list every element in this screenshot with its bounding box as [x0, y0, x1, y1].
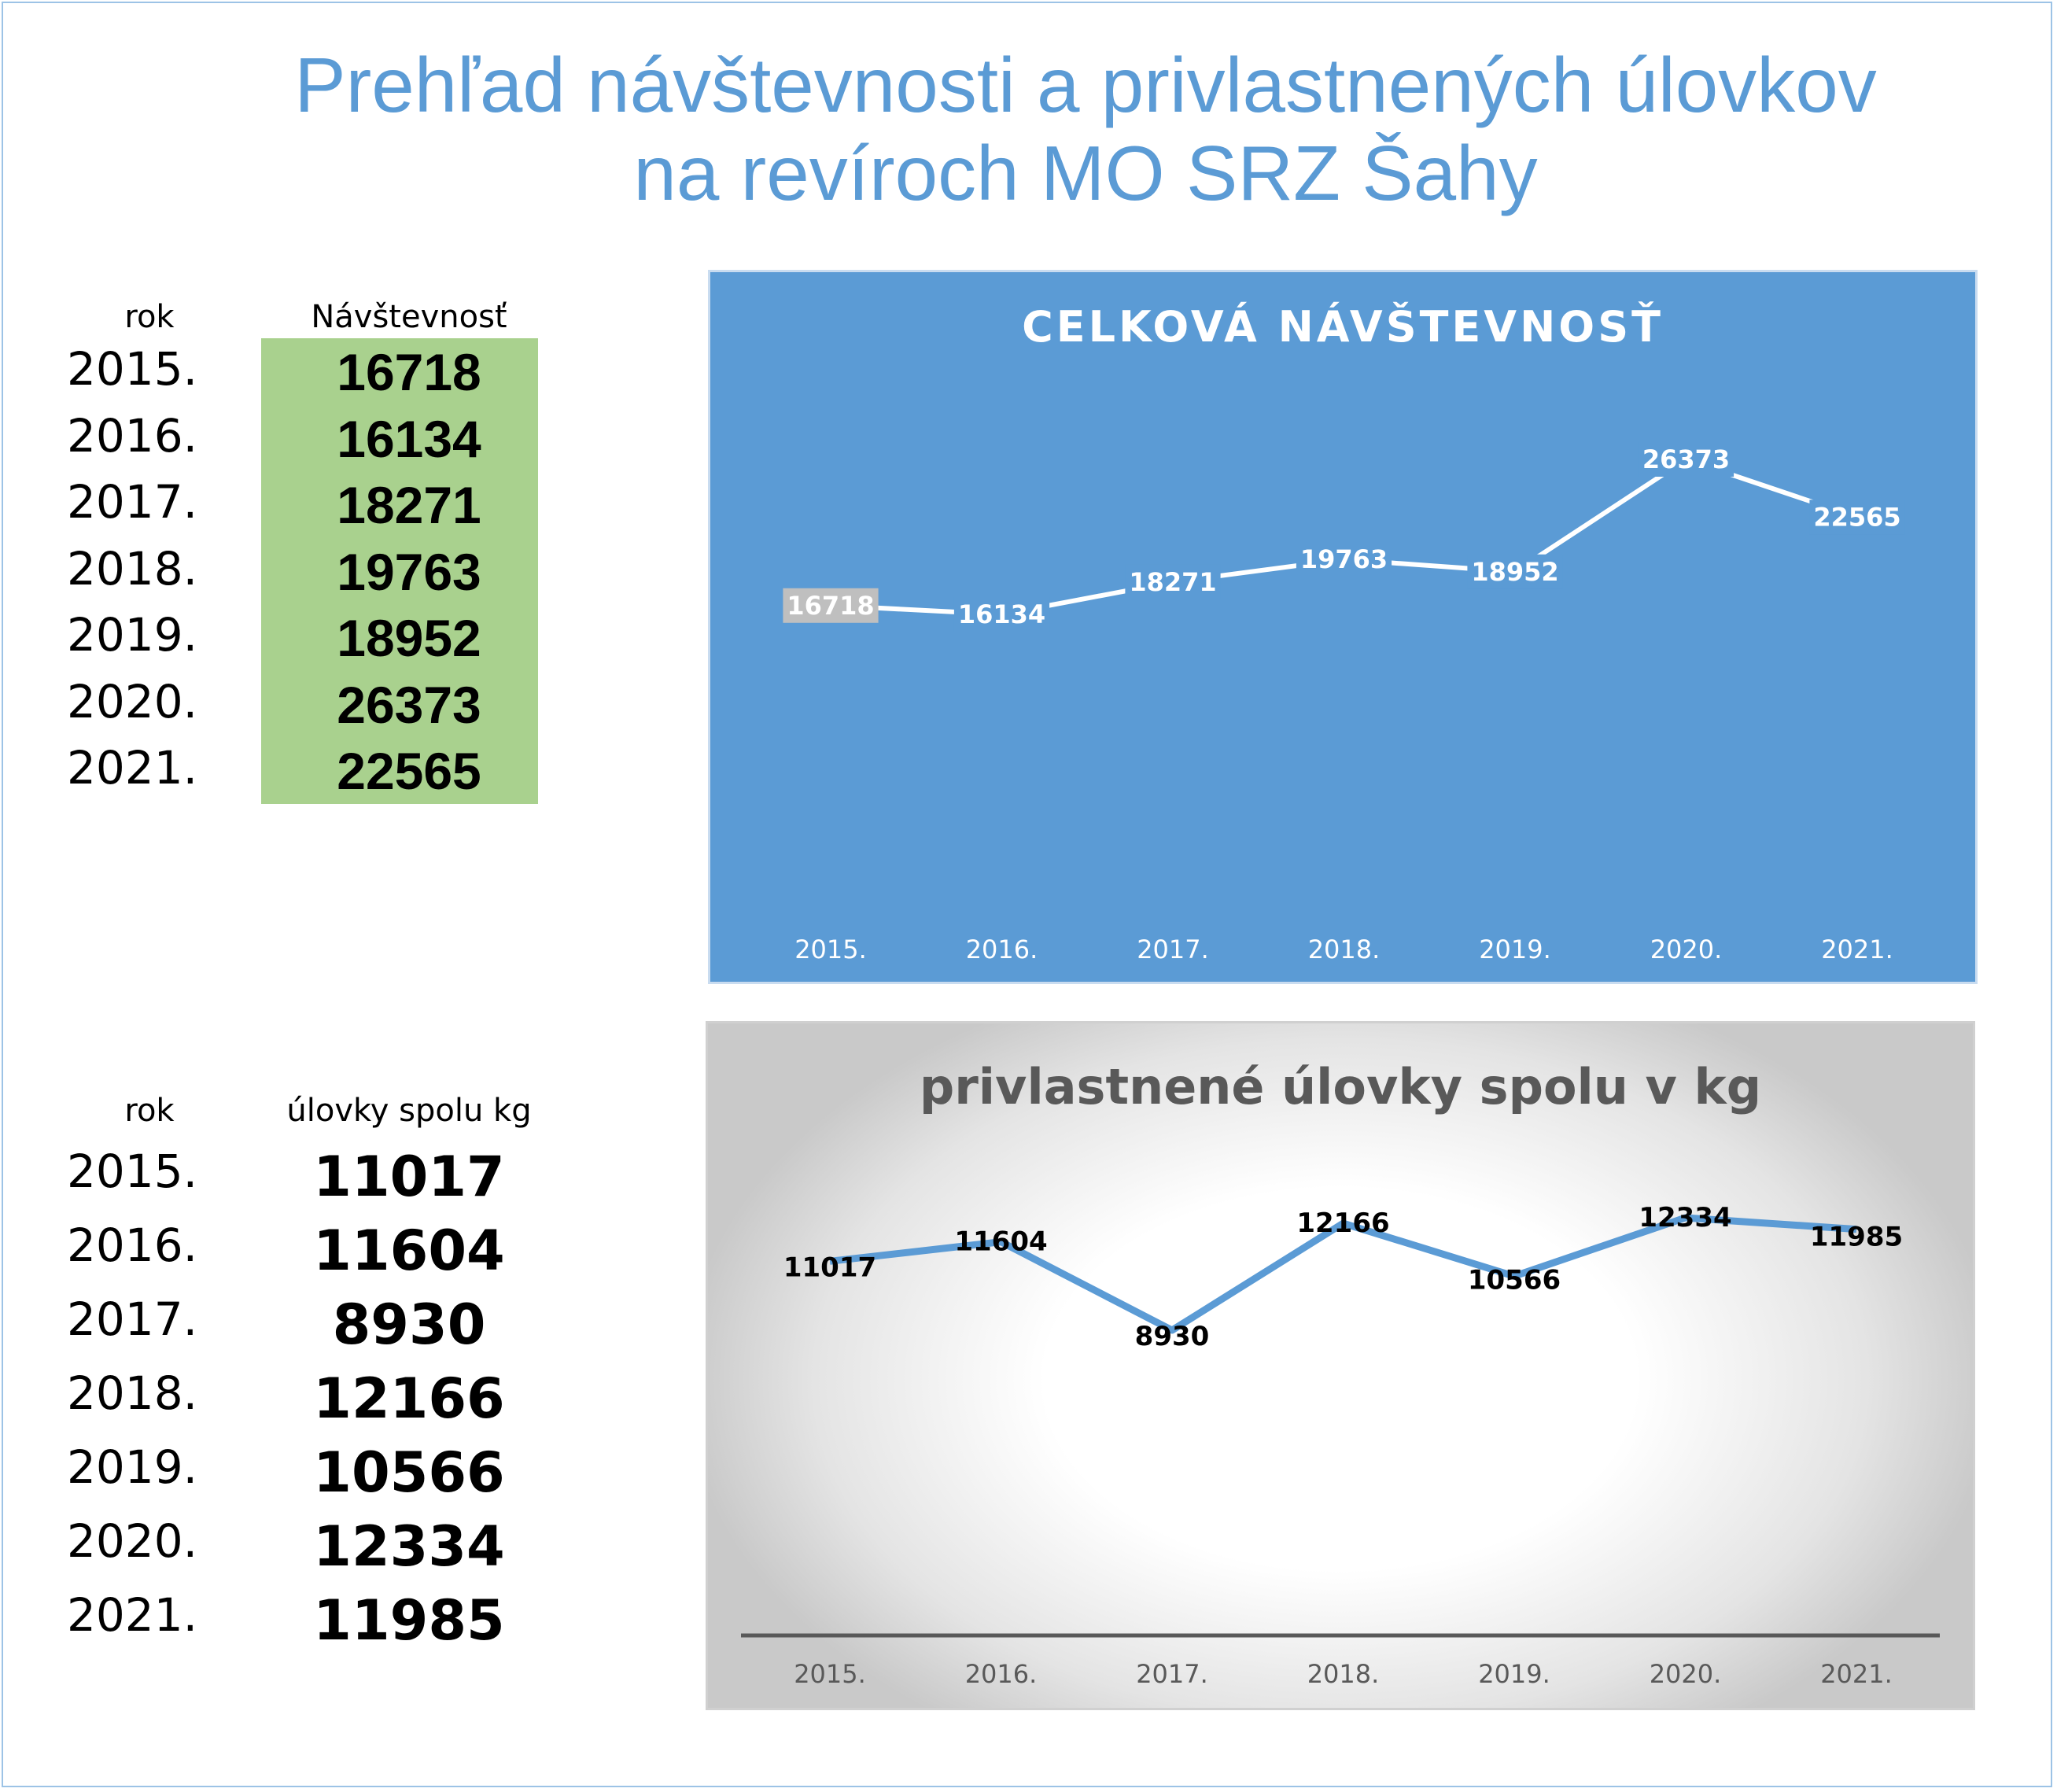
- table-value: 18952: [337, 609, 481, 667]
- visits-chart-plot: 16718 16134 18271 19763 18952 26373 22565 2015.…: [783, 442, 1905, 964]
- data-label: 11985: [1810, 1222, 1903, 1253]
- data-label: 12166: [1296, 1208, 1389, 1239]
- table-year: 2020.: [67, 675, 198, 728]
- x-tick-label: 2020.: [1650, 1659, 1722, 1689]
- table-value: 12334: [313, 1514, 505, 1579]
- table-value: 16718: [337, 343, 481, 401]
- table-year: 2017.: [67, 475, 198, 529]
- x-tick-label: 2018.: [1307, 1659, 1380, 1689]
- table-year: 2018.: [67, 1366, 198, 1420]
- table-value: 11604: [313, 1219, 505, 1283]
- table-year: 2019.: [67, 608, 198, 662]
- catch-table-value-header: úlovky spolu kg: [286, 1093, 532, 1129]
- table-value: 16134: [337, 410, 481, 468]
- table-year: 2018.: [67, 542, 198, 595]
- visits-table-value-header: Návštevnosť: [311, 299, 507, 335]
- table-year: 2015.: [67, 1145, 198, 1198]
- table-year: 2020.: [67, 1514, 198, 1568]
- table-value: 10566: [313, 1440, 505, 1505]
- x-tick-label: 2018.: [1308, 935, 1381, 964]
- table-value: 11985: [313, 1588, 505, 1653]
- data-label: 11017: [783, 1252, 876, 1283]
- x-tick-label: 2017.: [1136, 1659, 1208, 1689]
- data-label: 12334: [1639, 1202, 1731, 1233]
- series-line: [829, 1214, 1857, 1334]
- table-value: 12166: [313, 1366, 505, 1431]
- visits-highlight-box: [261, 338, 538, 804]
- x-tick-label: 2015.: [794, 935, 867, 964]
- x-tick-label: 2017.: [1137, 935, 1209, 964]
- table-value: 18271: [337, 476, 481, 534]
- page-title-line2: na revíroch MO SRZ Šahy: [633, 130, 1538, 216]
- catch-chart-title: privlastnené úlovky spolu v kg: [919, 1058, 1762, 1115]
- catch-chart-plot: 11017 11604 8930 12166 10566 12334 11985 2015. 2…: [741, 1202, 1940, 1689]
- data-label: 18271: [1129, 567, 1216, 597]
- table-value: 8930: [332, 1292, 486, 1357]
- table-value: 19763: [337, 543, 481, 601]
- table-year: 2016.: [67, 409, 198, 463]
- table-year: 2015.: [67, 342, 198, 396]
- data-label-bg: [783, 588, 879, 623]
- table-value: 26373: [337, 676, 481, 734]
- data-label-bg: [1638, 442, 1734, 477]
- data-label-bg: [1809, 500, 1905, 535]
- page-title: Prehľad návštevnosti a privlastnených úl…: [157, 41, 2014, 217]
- visits-table-year-header: rok: [124, 299, 175, 335]
- data-label-bg: [1125, 564, 1221, 599]
- x-tick-label: 2015.: [794, 1659, 866, 1689]
- visits-chart: CELKOVÁ NÁVŠTEVNOSŤ 16718 16134 18271 19763…: [708, 270, 1978, 984]
- data-label-bg: [953, 597, 1050, 632]
- series-line: [830, 457, 1858, 617]
- table-year: 2016.: [67, 1219, 198, 1272]
- x-tick-label: 2021.: [1821, 935, 1893, 964]
- table-year: 2021.: [67, 741, 198, 795]
- x-tick-label: 2020.: [1650, 935, 1723, 964]
- catch-table-year-header: rok: [124, 1093, 175, 1129]
- data-label: 10566: [1468, 1264, 1561, 1296]
- x-tick-label: 2016.: [966, 935, 1038, 964]
- table-year: 2021.: [67, 1588, 198, 1642]
- page-title-line1: Prehľad návštevnosti a privlastnených úl…: [294, 42, 1877, 128]
- table-year: 2019.: [67, 1440, 198, 1494]
- data-label: 16134: [958, 599, 1045, 629]
- x-tick-label: 2019.: [1478, 1659, 1550, 1689]
- x-tick-label: 2016.: [965, 1659, 1038, 1689]
- data-label-bg: [1467, 554, 1563, 589]
- data-label: 18952: [1471, 557, 1558, 587]
- visits-chart-title: CELKOVÁ NÁVŠTEVNOSŤ: [1022, 302, 1664, 352]
- data-label: 26373: [1642, 444, 1730, 474]
- x-tick-label: 2019.: [1479, 935, 1551, 964]
- data-label: 8930: [1135, 1321, 1210, 1352]
- table-year: 2017.: [67, 1292, 198, 1346]
- data-label-bg: [1296, 542, 1392, 577]
- data-label: 19763: [1300, 544, 1388, 574]
- data-label: 16718: [787, 591, 874, 621]
- data-label: 22565: [1813, 502, 1900, 532]
- table-value: 22565: [337, 742, 481, 800]
- catch-chart: privlastnené úlovky spolu v kg 11017 1160…: [706, 1021, 1975, 1710]
- x-tick-label: 2021.: [1820, 1659, 1893, 1689]
- data-label: 11604: [954, 1226, 1047, 1258]
- table-value: 11017: [313, 1145, 505, 1209]
